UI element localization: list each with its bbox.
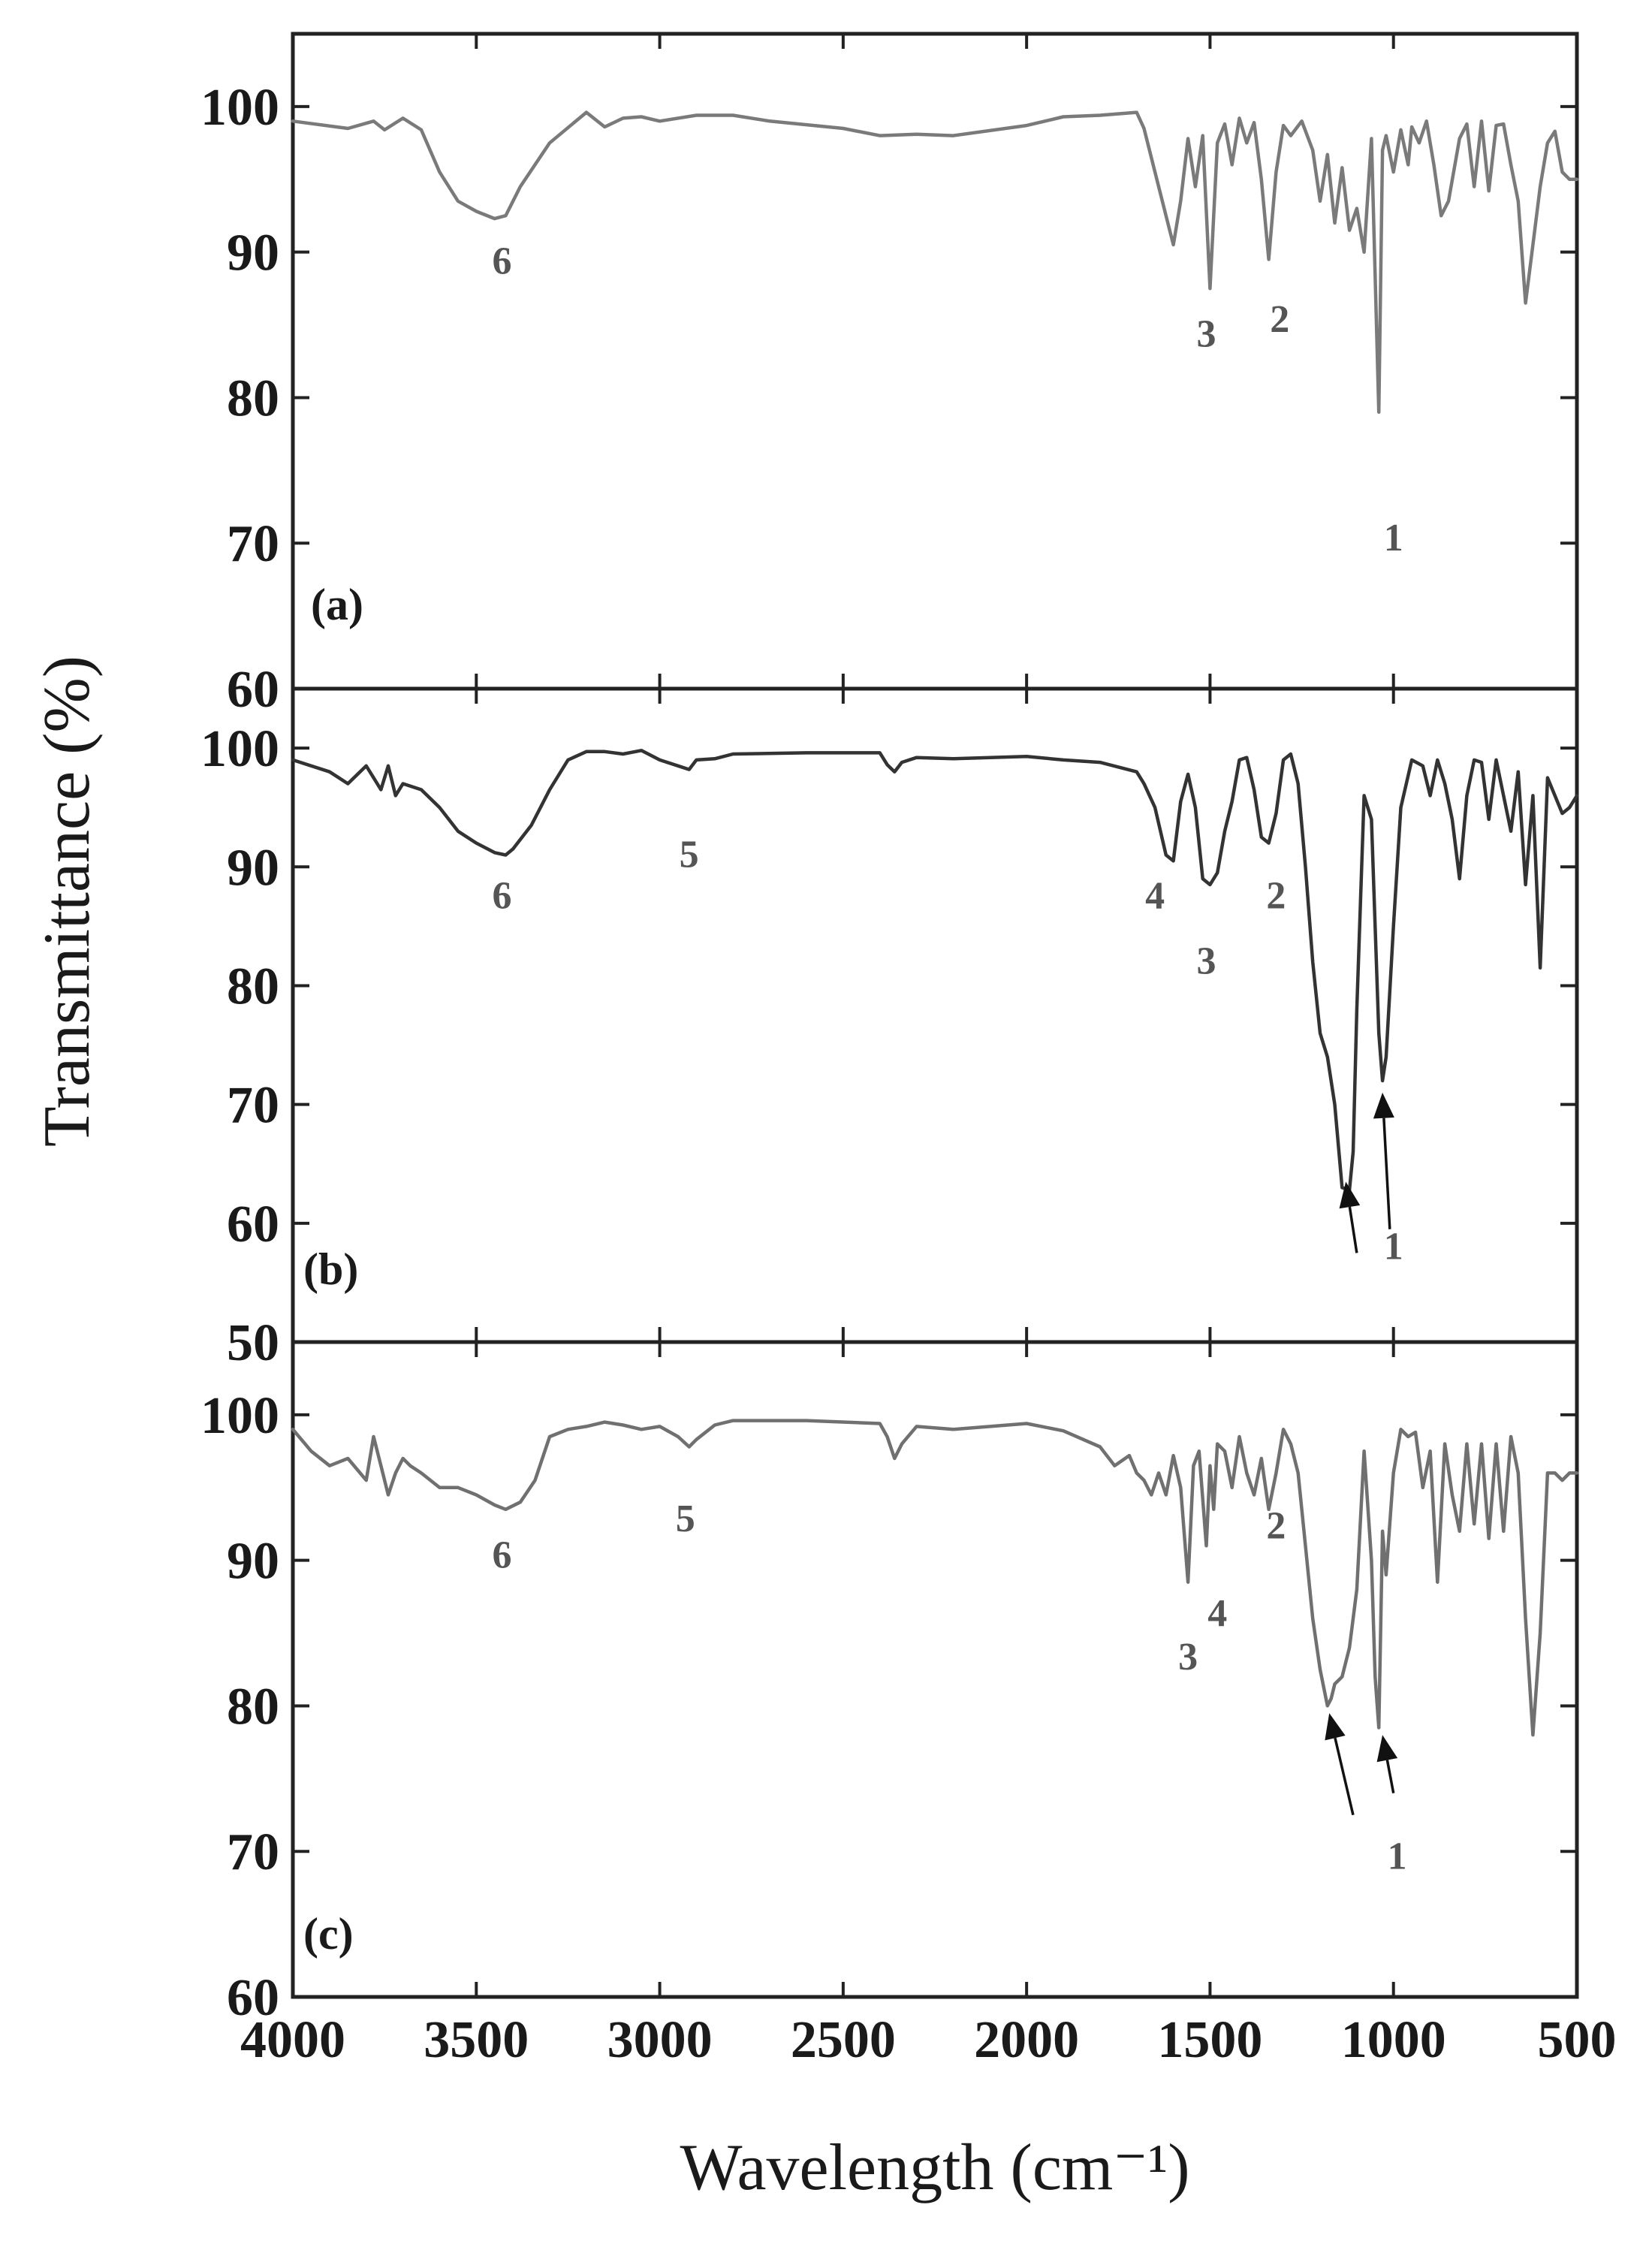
panel-b-arrowhead-1	[1373, 1092, 1394, 1119]
panel-b-ytick-label-60: 60	[227, 1196, 279, 1253]
panel-c-peak-label-2: 2	[1266, 1505, 1286, 1548]
xtick-label-2000: 2000	[974, 2011, 1079, 2069]
panel-a-peak-label-1: 3	[1197, 313, 1216, 356]
panel-a-ytick-label-60: 60	[227, 661, 279, 719]
panel-b-peak-label-2: 4	[1145, 875, 1165, 918]
panel-b-arrow-1	[1382, 1117, 1391, 1229]
panel-b-peak-label-0: 6	[492, 875, 511, 918]
panel-b-ytick-label-80: 80	[227, 958, 279, 1015]
panel-a-peak-label-3: 1	[1384, 517, 1403, 559]
panel-c-arrow-0	[1334, 1737, 1355, 1816]
panel-a-ytick-label-80: 80	[227, 369, 279, 427]
panel-b-peak-label-5: 1	[1384, 1225, 1403, 1268]
xtick-label-1500: 1500	[1157, 2011, 1262, 2069]
panel-b-label: (b)	[303, 1244, 358, 1294]
panel-c-arrow-1	[1385, 1760, 1395, 1794]
panel-b-ytick-label-90: 90	[227, 839, 279, 897]
panel-c-ytick-label-90: 90	[227, 1533, 279, 1591]
panel-a-peak-label-0: 6	[492, 240, 511, 283]
xtick-label-1000: 1000	[1341, 2011, 1446, 2069]
spectrum-layer	[291, 110, 1579, 1737]
panel-c-peak-label-1: 5	[676, 1497, 695, 1540]
xtick-label-500: 500	[1538, 2011, 1617, 2069]
panel-c-peak-label-0: 6	[492, 1534, 511, 1576]
panel-b-spectrum-line	[291, 749, 1579, 1192]
panel-c-arrowhead-0	[1325, 1713, 1346, 1741]
panel-a-ytick-label-70: 70	[227, 515, 279, 573]
panel-c-peak-label-4: 3	[1178, 1636, 1198, 1678]
panel-c-ytick-label-60: 60	[227, 1969, 279, 2027]
xtick-label-2500: 2500	[791, 2011, 896, 2069]
panel-b-arrowhead-0	[1339, 1181, 1361, 1209]
panel-c-ytick-label-70: 70	[227, 1823, 279, 1881]
y-axis-title: Transmittance (%)	[31, 656, 104, 1147]
xtick-label-4000: 4000	[240, 2011, 345, 2069]
panel-a-frame	[291, 32, 1579, 691]
panel-a-ytick-label-90: 90	[227, 225, 279, 282]
panel-c-ytick-label-80: 80	[227, 1678, 279, 1736]
x-axis-title: Wavelength (cm⁻¹)	[680, 2131, 1189, 2204]
panel-a-label: (a)	[311, 580, 363, 629]
panel-b-ytick-label-70: 70	[227, 1077, 279, 1135]
panel-c-arrowhead-1	[1376, 1735, 1398, 1763]
panel-c-peak-label-5: 1	[1388, 1835, 1407, 1878]
panel-b-peak-label-1: 5	[680, 833, 699, 876]
panel-c-ytick-label-100: 100	[200, 1387, 279, 1445]
panel-a-spectrum-line	[291, 110, 1579, 415]
panel-b-arrow-0	[1348, 1206, 1358, 1253]
panel-b-ytick-label-50: 50	[227, 1314, 279, 1372]
panel-c-spectrum-line	[291, 1419, 1579, 1737]
panel-c-peak-label-3: 4	[1207, 1592, 1227, 1635]
panel-b-ytick-label-100: 100	[200, 720, 279, 778]
panel-c-frame	[291, 1340, 1579, 1999]
panel-a-ytick-label-100: 100	[200, 79, 279, 137]
xtick-label-3000: 3000	[607, 2011, 713, 2069]
xtick-label-3500: 3500	[424, 2011, 529, 2069]
panel-b-peak-label-3: 3	[1197, 940, 1216, 983]
panel-a-peak-label-2: 2	[1270, 298, 1289, 341]
panel-c-label: (c)	[303, 1909, 354, 1959]
arrow-layer	[1325, 1092, 1398, 1816]
panel-b-peak-label-4: 2	[1266, 875, 1286, 918]
